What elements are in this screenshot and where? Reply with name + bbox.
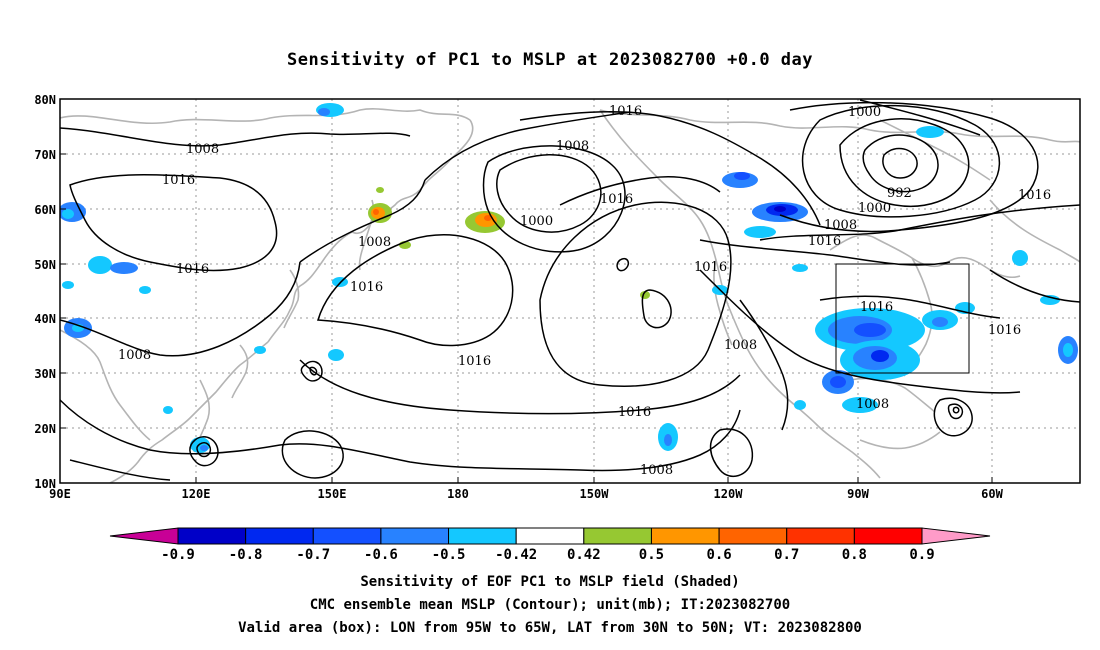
colorbar-cell (718, 527, 788, 545)
contour-label: 1016 (458, 354, 491, 369)
colorbar-label: 0.7 (774, 547, 799, 563)
contour-label: 1016 (176, 262, 209, 277)
lat-tick-label: 70N (34, 148, 56, 162)
lat-tick-label: 40N (34, 312, 56, 326)
lat-tick-label: 20N (34, 422, 56, 436)
lon-tick-label: 120E (182, 487, 211, 501)
caption-line-2: CMC ensemble mean MSLP (Contour); unit(m… (309, 597, 791, 613)
contour-label: 1008 (856, 397, 889, 412)
contour-label: 1016 (350, 280, 383, 295)
colorbar-cell (650, 527, 720, 545)
colorbar-cell (786, 527, 855, 545)
colorbar-cell (312, 527, 382, 545)
colorbar-cell (380, 527, 450, 545)
contour-label: 1000 (520, 214, 553, 229)
caption-line-3: Valid area (box): LON from 95W to 65W, L… (238, 620, 862, 636)
colorbar-label: -0.8 (229, 547, 263, 563)
map-background (60, 99, 1080, 483)
lon-tick-label: 90W (847, 487, 869, 501)
tick-marks (60, 153, 993, 483)
lon-tick-label: 180 (447, 487, 469, 501)
colorbar-label: -0.9 (161, 547, 195, 563)
lon-tick-label: 150W (580, 487, 610, 501)
colorbar-label: -0.5 (432, 547, 466, 563)
colorbar-label: -0.7 (296, 547, 330, 563)
sensitivity-shading (60, 103, 1078, 453)
lon-tick-label: 150E (318, 487, 347, 501)
contour-labels: 1008 1016 1016 1008 1008 1016 1000 1008 … (118, 104, 1051, 478)
contour-label: 1016 (618, 405, 651, 420)
colorbar-label: 0.6 (706, 547, 731, 563)
contour-label: 1008 (358, 235, 391, 250)
lat-tick-label: 80N (34, 93, 56, 107)
lat-tick-label: 50N (34, 258, 56, 272)
colorbar-label: 0.42 (567, 547, 601, 563)
contour-label: 1000 (848, 105, 881, 120)
colorbar-label: 0.5 (639, 547, 664, 563)
valid-area-box (835, 263, 970, 374)
colorbar-cell (177, 527, 247, 545)
contour-label: 1016 (600, 192, 633, 207)
lat-tick-label: 30N (34, 367, 56, 381)
colorbar-label: -0.6 (364, 547, 398, 563)
contour-label: 1008 (118, 348, 151, 363)
contour-label: 1016 (988, 323, 1021, 338)
contour-label: 1008 (724, 338, 757, 353)
lon-tick-label: 120W (714, 487, 744, 501)
colorbar-label: 0.8 (842, 547, 867, 563)
longitude-labels: 90E 120E 150E 180 150W 120W 90W 60W (49, 487, 1003, 501)
contour-label: 1008 (640, 463, 673, 478)
colorbar-cell (853, 527, 923, 545)
contour-label: 1008 (824, 218, 857, 233)
colorbar-high-extend (921, 527, 991, 545)
colorbar-cell (515, 527, 585, 545)
colorbar-cell (448, 527, 517, 545)
lon-tick-label: 60W (981, 487, 1003, 501)
lat-tick-label: 10N (34, 477, 56, 491)
contour-label: 1000 (858, 201, 891, 216)
contour-label: 1016 (1018, 188, 1051, 203)
colorbar: -0.9 -0.8 -0.7 -0.6 -0.5 -0.42 0.42 0.5 0.6 0.7 0.… (109, 527, 991, 563)
contour-label: 1016 (609, 104, 642, 119)
map-frame (59, 98, 1081, 484)
page-title: Sensitivity of PC1 to MSLP at 2023082700… (286, 50, 813, 70)
contour-label: 1016 (860, 300, 893, 315)
colorbar-low-extend (109, 527, 179, 545)
lat-tick-label: 60N (34, 203, 56, 217)
colorbar-cell (245, 527, 314, 545)
colorbar-label: -0.42 (495, 547, 537, 563)
lon-tick-label: 90E (49, 487, 71, 501)
latitude-labels: 80N 70N 60N 50N 40N 30N 20N 10N (34, 93, 56, 491)
contour-label: 1008 (186, 142, 219, 157)
caption-line-1: Sensitivity of EOF PC1 to MSLP field (Sh… (360, 574, 740, 590)
contour-label: 1016 (694, 260, 727, 275)
contour-label: 1008 (556, 139, 589, 154)
gridlines (60, 99, 1080, 483)
colorbar-label: 0.9 (909, 547, 934, 563)
coastlines (60, 108, 1080, 483)
contour-label: 1016 (808, 234, 841, 249)
mslp-contours (60, 99, 1080, 481)
contour-label: 1016 (162, 173, 195, 188)
contour-label: 992 (887, 186, 912, 201)
colorbar-cell (583, 527, 652, 545)
